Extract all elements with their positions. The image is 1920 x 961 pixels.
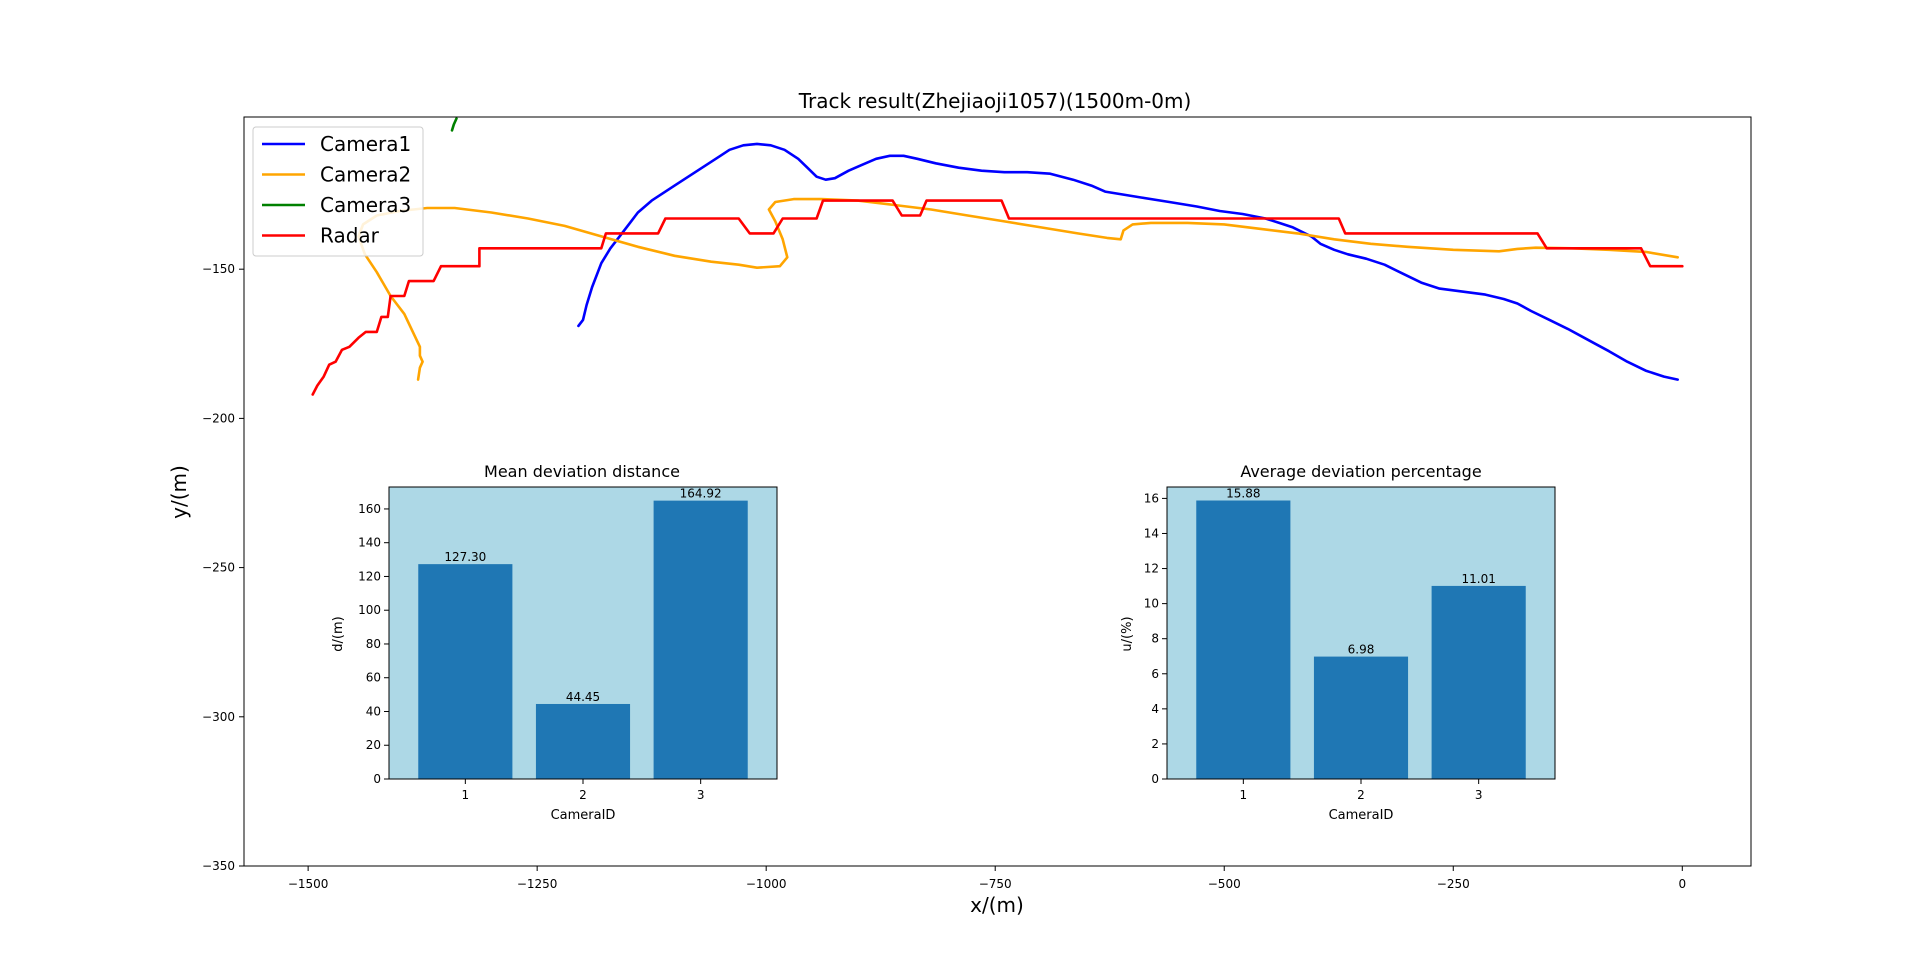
x-tick-label: −500 (1208, 877, 1241, 891)
y-tick-label: 20 (366, 738, 381, 752)
y-tick-label: 10 (1144, 597, 1159, 611)
series-line-camera3 (450, 117, 458, 132)
x-tick-label: −750 (979, 877, 1012, 891)
inset1-y-axis-label: d/(m) (331, 616, 346, 651)
x-tick-label: 3 (697, 788, 705, 802)
bar-value-label: 15.88 (1226, 487, 1260, 501)
main-y-axis: −150 −200 −250 −300 −350 (202, 262, 244, 873)
y-tick-label: 80 (366, 637, 381, 651)
x-tick-label: 0 (1678, 877, 1686, 891)
y-tick-label: 160 (358, 502, 381, 516)
y-tick-label: 0 (1151, 772, 1159, 786)
y-tick-label: 100 (358, 603, 381, 617)
legend: Camera1 Camera2 Camera3 Radar (252, 126, 424, 257)
inset2-title: Average deviation percentage (1240, 462, 1481, 481)
bar-value-label: 44.45 (566, 690, 600, 704)
main-x-axis: −1500 −1250 −1000 −750 −500 −250 0 (288, 866, 1686, 891)
x-tick-label: 1 (462, 788, 470, 802)
x-tick-label: 2 (579, 788, 587, 802)
inset-mean-deviation: Mean deviation distance 127.30 44.45 164.9… (331, 462, 778, 823)
y-tick-label: −300 (202, 710, 235, 724)
bar-camera-2 (1313, 656, 1409, 779)
y-tick-label: 16 (1144, 491, 1159, 505)
inset1-x-axis-label: CameraID (551, 808, 616, 823)
bar-value-label: 11.01 (1461, 572, 1495, 586)
main-y-axis-label: y/(m) (167, 465, 191, 519)
y-tick-label: 120 (358, 569, 381, 583)
main-x-axis-label: x/(m) (970, 893, 1024, 917)
x-tick-label: −1250 (517, 877, 558, 891)
x-tick-label: 3 (1475, 788, 1483, 802)
main-chart-title: Track result(Zhejiaoji1057)(1500m-0m) (798, 89, 1192, 113)
bar-camera-3 (1431, 585, 1526, 779)
series-line-camera1 (577, 142, 1679, 381)
x-tick-label: −1500 (288, 877, 329, 891)
y-tick-label: 4 (1151, 702, 1159, 716)
y-tick-label: −150 (202, 262, 235, 276)
y-tick-label: 12 (1144, 562, 1159, 576)
inset2-bars: 15.88 6.98 11.01 (1196, 487, 1526, 779)
legend-label-camera2: Camera2 (320, 163, 411, 187)
bar-camera-1 (418, 564, 513, 779)
x-tick-label: −1000 (746, 877, 787, 891)
series-line-radar (311, 199, 1684, 396)
inset1-axes: 1 2 3 0 20 40 60 80 100 120 140 160 (358, 502, 704, 802)
x-tick-label: 2 (1357, 788, 1365, 802)
bar-camera-3 (653, 500, 748, 779)
y-tick-label: −350 (202, 859, 235, 873)
y-tick-label: 8 (1151, 632, 1159, 646)
legend-label-camera1: Camera1 (320, 132, 411, 156)
legend-label-camera3: Camera3 (320, 193, 411, 217)
main-chart: Track result(Zhejiaoji1057)(1500m-0m) −1… (167, 89, 1752, 917)
main-axes-frame (243, 116, 1752, 867)
legend-box (252, 126, 424, 257)
x-tick-label: 1 (1240, 788, 1248, 802)
y-tick-label: 0 (373, 772, 381, 786)
inset2-x-axis-label: CameraID (1329, 808, 1394, 823)
x-tick-label: −250 (1437, 877, 1470, 891)
bar-camera-1 (1196, 500, 1291, 779)
inset-average-deviation: Average deviation percentage 15.886.9811… (1120, 462, 1556, 823)
y-tick-label: 140 (358, 536, 381, 550)
y-tick-label: 60 (366, 671, 381, 685)
y-tick-label: −200 (202, 411, 235, 425)
y-tick-label: 2 (1151, 737, 1159, 751)
inset2-y-axis-label: u/(%) (1120, 616, 1135, 651)
y-tick-label: 14 (1144, 526, 1159, 540)
y-tick-label: −250 (202, 561, 235, 575)
y-tick-label: 40 (366, 704, 381, 718)
inset1-bars: 127.30 44.45 164.92 (418, 487, 748, 779)
y-tick-label: 6 (1151, 667, 1159, 681)
bar-camera-2 (535, 703, 631, 779)
bar-value-label: 164.92 (680, 487, 722, 501)
bar-value-label: 127.30 (444, 550, 486, 564)
inset1-title: Mean deviation distance (484, 462, 680, 481)
bar-value-label: 6.98 (1348, 643, 1375, 657)
legend-label-radar: Radar (320, 224, 380, 248)
